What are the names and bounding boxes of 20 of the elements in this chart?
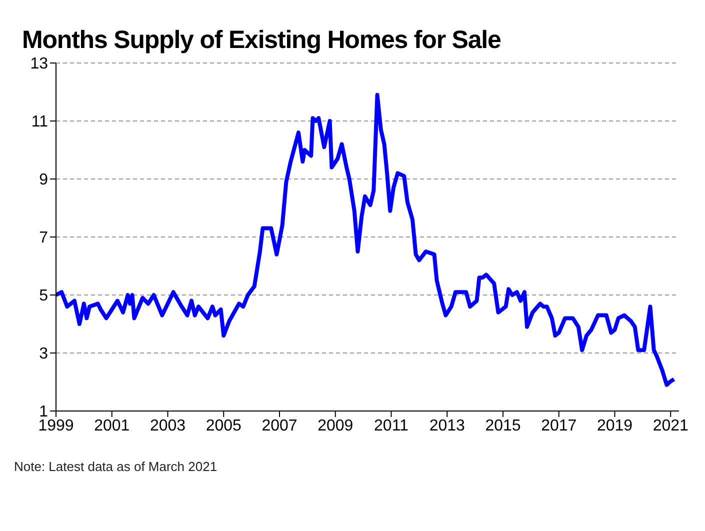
y-tick-label: 3 <box>39 346 48 363</box>
text: Note: Latest data as of March 2021 <box>14 459 218 474</box>
y-tick-label: 11 <box>31 114 48 131</box>
x-tick-label: 2009 <box>318 417 354 434</box>
x-tick-label: 2021 <box>652 417 689 434</box>
chart-title: Months Supply of Existing Homes for Sale <box>21 25 502 55</box>
line-series <box>56 92 676 387</box>
y-tick-label: 9 <box>39 172 48 189</box>
y-tick-label: 5 <box>39 288 48 305</box>
x-tick-label: 2017 <box>541 417 577 434</box>
x-tick-label: 2003 <box>150 417 186 434</box>
x-tick-label: 2015 <box>485 417 521 434</box>
x-tick-label: 2007 <box>262 417 298 434</box>
x-tick-label: 2013 <box>429 417 466 434</box>
x-tick-label: 2005 <box>206 417 242 434</box>
x-tick-label: 2019 <box>596 417 633 434</box>
y-tick-label: 13 <box>30 56 48 73</box>
x-tick-label: 2011 <box>374 417 409 434</box>
x-tick-label: 2001 <box>94 417 130 434</box>
y-tick-label: 7 <box>39 230 48 247</box>
